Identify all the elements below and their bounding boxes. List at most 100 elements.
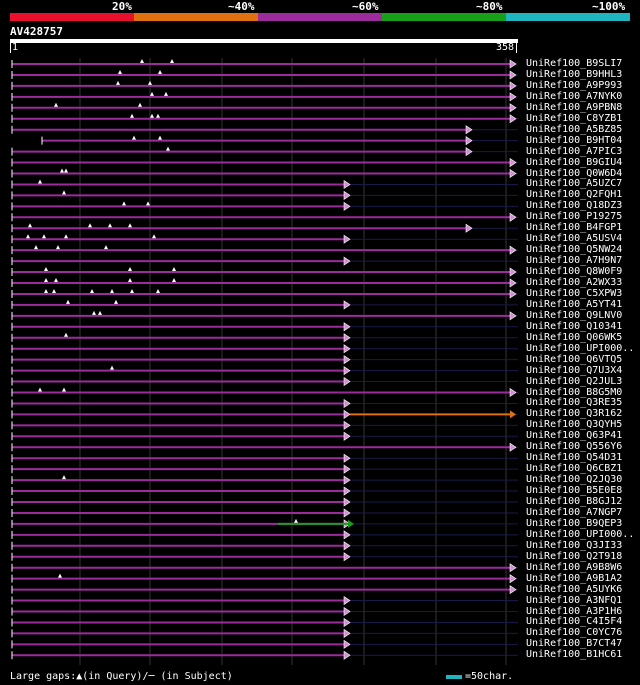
identity-label-40: ~40% xyxy=(228,0,255,13)
hit-label[interactable]: UniRef100_Q6CBZ1 xyxy=(526,463,623,475)
hit-label[interactable]: UniRef100_C5XPW3 xyxy=(526,287,623,299)
hit-label[interactable]: UniRef100_A5YT41 xyxy=(526,298,623,310)
hit-label[interactable]: UniRef100_A9B8W6 xyxy=(526,561,623,573)
hit-end-arrow xyxy=(509,70,517,80)
hit-label[interactable]: UniRef100_B9HHL3 xyxy=(526,68,623,80)
hit-label[interactable]: UniRef100_Q5NW24 xyxy=(526,244,623,256)
hit-label[interactable]: UniRef100_A5UYK6 xyxy=(526,583,623,595)
query-gap-marker xyxy=(62,475,66,480)
hit-end-arrow xyxy=(343,639,351,649)
hit-end-arrow xyxy=(509,81,517,91)
hit-end-arrow xyxy=(509,245,517,255)
query-gap-marker xyxy=(66,299,70,304)
hit-label[interactable]: UniRef100_Q2T918 xyxy=(526,550,623,562)
hit-label[interactable]: UniRef100_A3P1H6 xyxy=(526,605,623,617)
query-gap-marker xyxy=(54,278,58,282)
query-gap-marker xyxy=(64,332,68,337)
hit-end-arrow xyxy=(343,300,351,310)
hit-label[interactable]: UniRef100_Q06WK5 xyxy=(526,331,623,343)
query-gap-marker xyxy=(60,168,64,173)
hit-end-arrow xyxy=(509,103,517,113)
hit-label[interactable]: UniRef100_C0YC76 xyxy=(526,627,623,639)
hit-label[interactable]: UniRef100_C4I5F4 xyxy=(526,616,623,628)
hit-label[interactable]: UniRef100_B9SLI7 xyxy=(526,58,623,69)
hit-label[interactable]: UniRef100_B8GJ12 xyxy=(526,496,623,507)
query-end-tick xyxy=(516,43,517,53)
query-gap-marker xyxy=(146,201,150,206)
query-gap-marker xyxy=(116,80,120,85)
hit-label[interactable]: UniRef100_Q9LNV0 xyxy=(526,309,623,321)
hit-label[interactable]: UniRef100_Q63P41 xyxy=(526,430,623,442)
hit-end-arrow xyxy=(343,431,351,441)
query-bar xyxy=(10,39,518,43)
hit-label[interactable]: UniRef100_P19275 xyxy=(526,211,623,223)
hit-label[interactable]: UniRef100_Q18DZ3 xyxy=(526,200,623,212)
query-gap-marker xyxy=(44,267,48,272)
identity-color-bar-40 xyxy=(134,13,258,21)
hit-label[interactable]: UniRef100_B8G5M0 xyxy=(526,386,623,398)
query-gap-marker xyxy=(158,69,162,74)
hit-label[interactable]: UniRef100_Q2JUL3 xyxy=(526,375,623,387)
hit-label[interactable]: UniRef100_B9HT04 xyxy=(526,134,623,146)
hit-label[interactable]: UniRef100_Q2FQH1 xyxy=(526,189,623,201)
hit-end-arrow xyxy=(343,595,351,606)
hit-label[interactable]: UniRef100_Q3R162 xyxy=(526,408,623,420)
hit-label[interactable]: UniRef100_Q10341 xyxy=(526,320,623,332)
hit-label[interactable]: UniRef100_A7H9N7 xyxy=(526,255,623,267)
hit-label[interactable]: UniRef100_A9B1A2 xyxy=(526,572,623,584)
hit-end-arrow xyxy=(343,486,351,496)
query-gap-marker xyxy=(42,234,46,239)
hit-label[interactable]: UniRef100_A9P993 xyxy=(526,79,623,91)
hit-label[interactable]: UniRef100_B7CT47 xyxy=(526,638,623,650)
query-gap-marker xyxy=(130,288,134,293)
hit-label[interactable]: UniRef100_A3NFQ1 xyxy=(526,594,623,606)
hit-label[interactable]: UniRef100_A5BZ85 xyxy=(526,123,623,135)
hit-label[interactable]: UniRef100_Q556Y6 xyxy=(526,441,623,453)
query-gap-marker xyxy=(44,288,48,293)
hit-end-arrow xyxy=(509,59,517,69)
query-gap-marker xyxy=(122,201,126,206)
hit-label[interactable]: UniRef100_A7PIC3 xyxy=(526,145,623,157)
hit-label[interactable]: UniRef100_A9PBN8 xyxy=(526,101,623,113)
hit-alignment-bar-green-arrow xyxy=(348,519,354,528)
hit-label[interactable]: UniRef100_Q2JQ30 xyxy=(526,474,623,486)
hit-label[interactable]: UniRef100_Q8W0F9 xyxy=(526,266,623,278)
hit-label[interactable]: UniRef100_Q3QYH5 xyxy=(526,419,623,431)
query-gap-marker xyxy=(118,69,122,74)
hit-end-arrow xyxy=(343,628,351,638)
query-gap-marker xyxy=(38,387,42,392)
hit-label[interactable]: UniRef100_B4FGP1 xyxy=(526,222,623,234)
hit-label[interactable]: UniRef100_Q54D31 xyxy=(526,452,623,464)
hit-label[interactable]: UniRef100_A7NGP7 xyxy=(526,506,623,518)
hit-label[interactable]: UniRef100_B1HC61 xyxy=(526,649,623,661)
hit-label[interactable]: UniRef100_A7NYK0 xyxy=(526,90,623,102)
hit-end-arrow xyxy=(509,168,517,179)
hit-label[interactable]: UniRef100_Q3RE35 xyxy=(526,397,623,409)
hit-label[interactable]: UniRef100_B5E0E8 xyxy=(526,485,623,497)
hit-label[interactable]: UniRef100_Q7U3X4 xyxy=(526,364,623,376)
hit-label[interactable]: UniRef100_UPI000.. xyxy=(526,528,635,540)
query-gap-marker xyxy=(58,573,62,578)
query-end-label: 358 xyxy=(496,42,515,53)
hit-label[interactable]: UniRef100_C8YZB1 xyxy=(526,112,623,124)
query-gap-marker xyxy=(164,91,168,96)
query-gap-marker xyxy=(148,80,152,85)
hit-label[interactable]: UniRef100_Q0W6D4 xyxy=(526,167,623,179)
hit-label[interactable]: UniRef100_A5UZC7 xyxy=(526,178,623,190)
hit-end-arrow xyxy=(343,344,351,354)
query-gap-marker xyxy=(114,299,118,304)
hit-end-arrow xyxy=(509,212,517,222)
hit-label[interactable]: UniRef100_A2WX33 xyxy=(526,277,623,288)
query-gap-marker xyxy=(150,113,154,118)
hit-label[interactable]: UniRef100_B9QEP3 xyxy=(526,517,623,529)
query-gap-marker xyxy=(172,267,176,272)
hit-end-arrow xyxy=(343,234,351,244)
hit-label[interactable]: UniRef100_Q6VTQ5 xyxy=(526,353,623,365)
hit-label[interactable]: UniRef100_B9GIU4 xyxy=(526,156,623,168)
hit-end-arrow xyxy=(509,289,517,299)
hit-end-arrow xyxy=(343,355,351,365)
hit-label[interactable]: UniRef100_UPI000.. xyxy=(526,342,635,354)
hit-label[interactable]: UniRef100_Q3JI33 xyxy=(526,539,623,551)
hit-label[interactable]: UniRef100_A5USV4 xyxy=(526,233,623,245)
